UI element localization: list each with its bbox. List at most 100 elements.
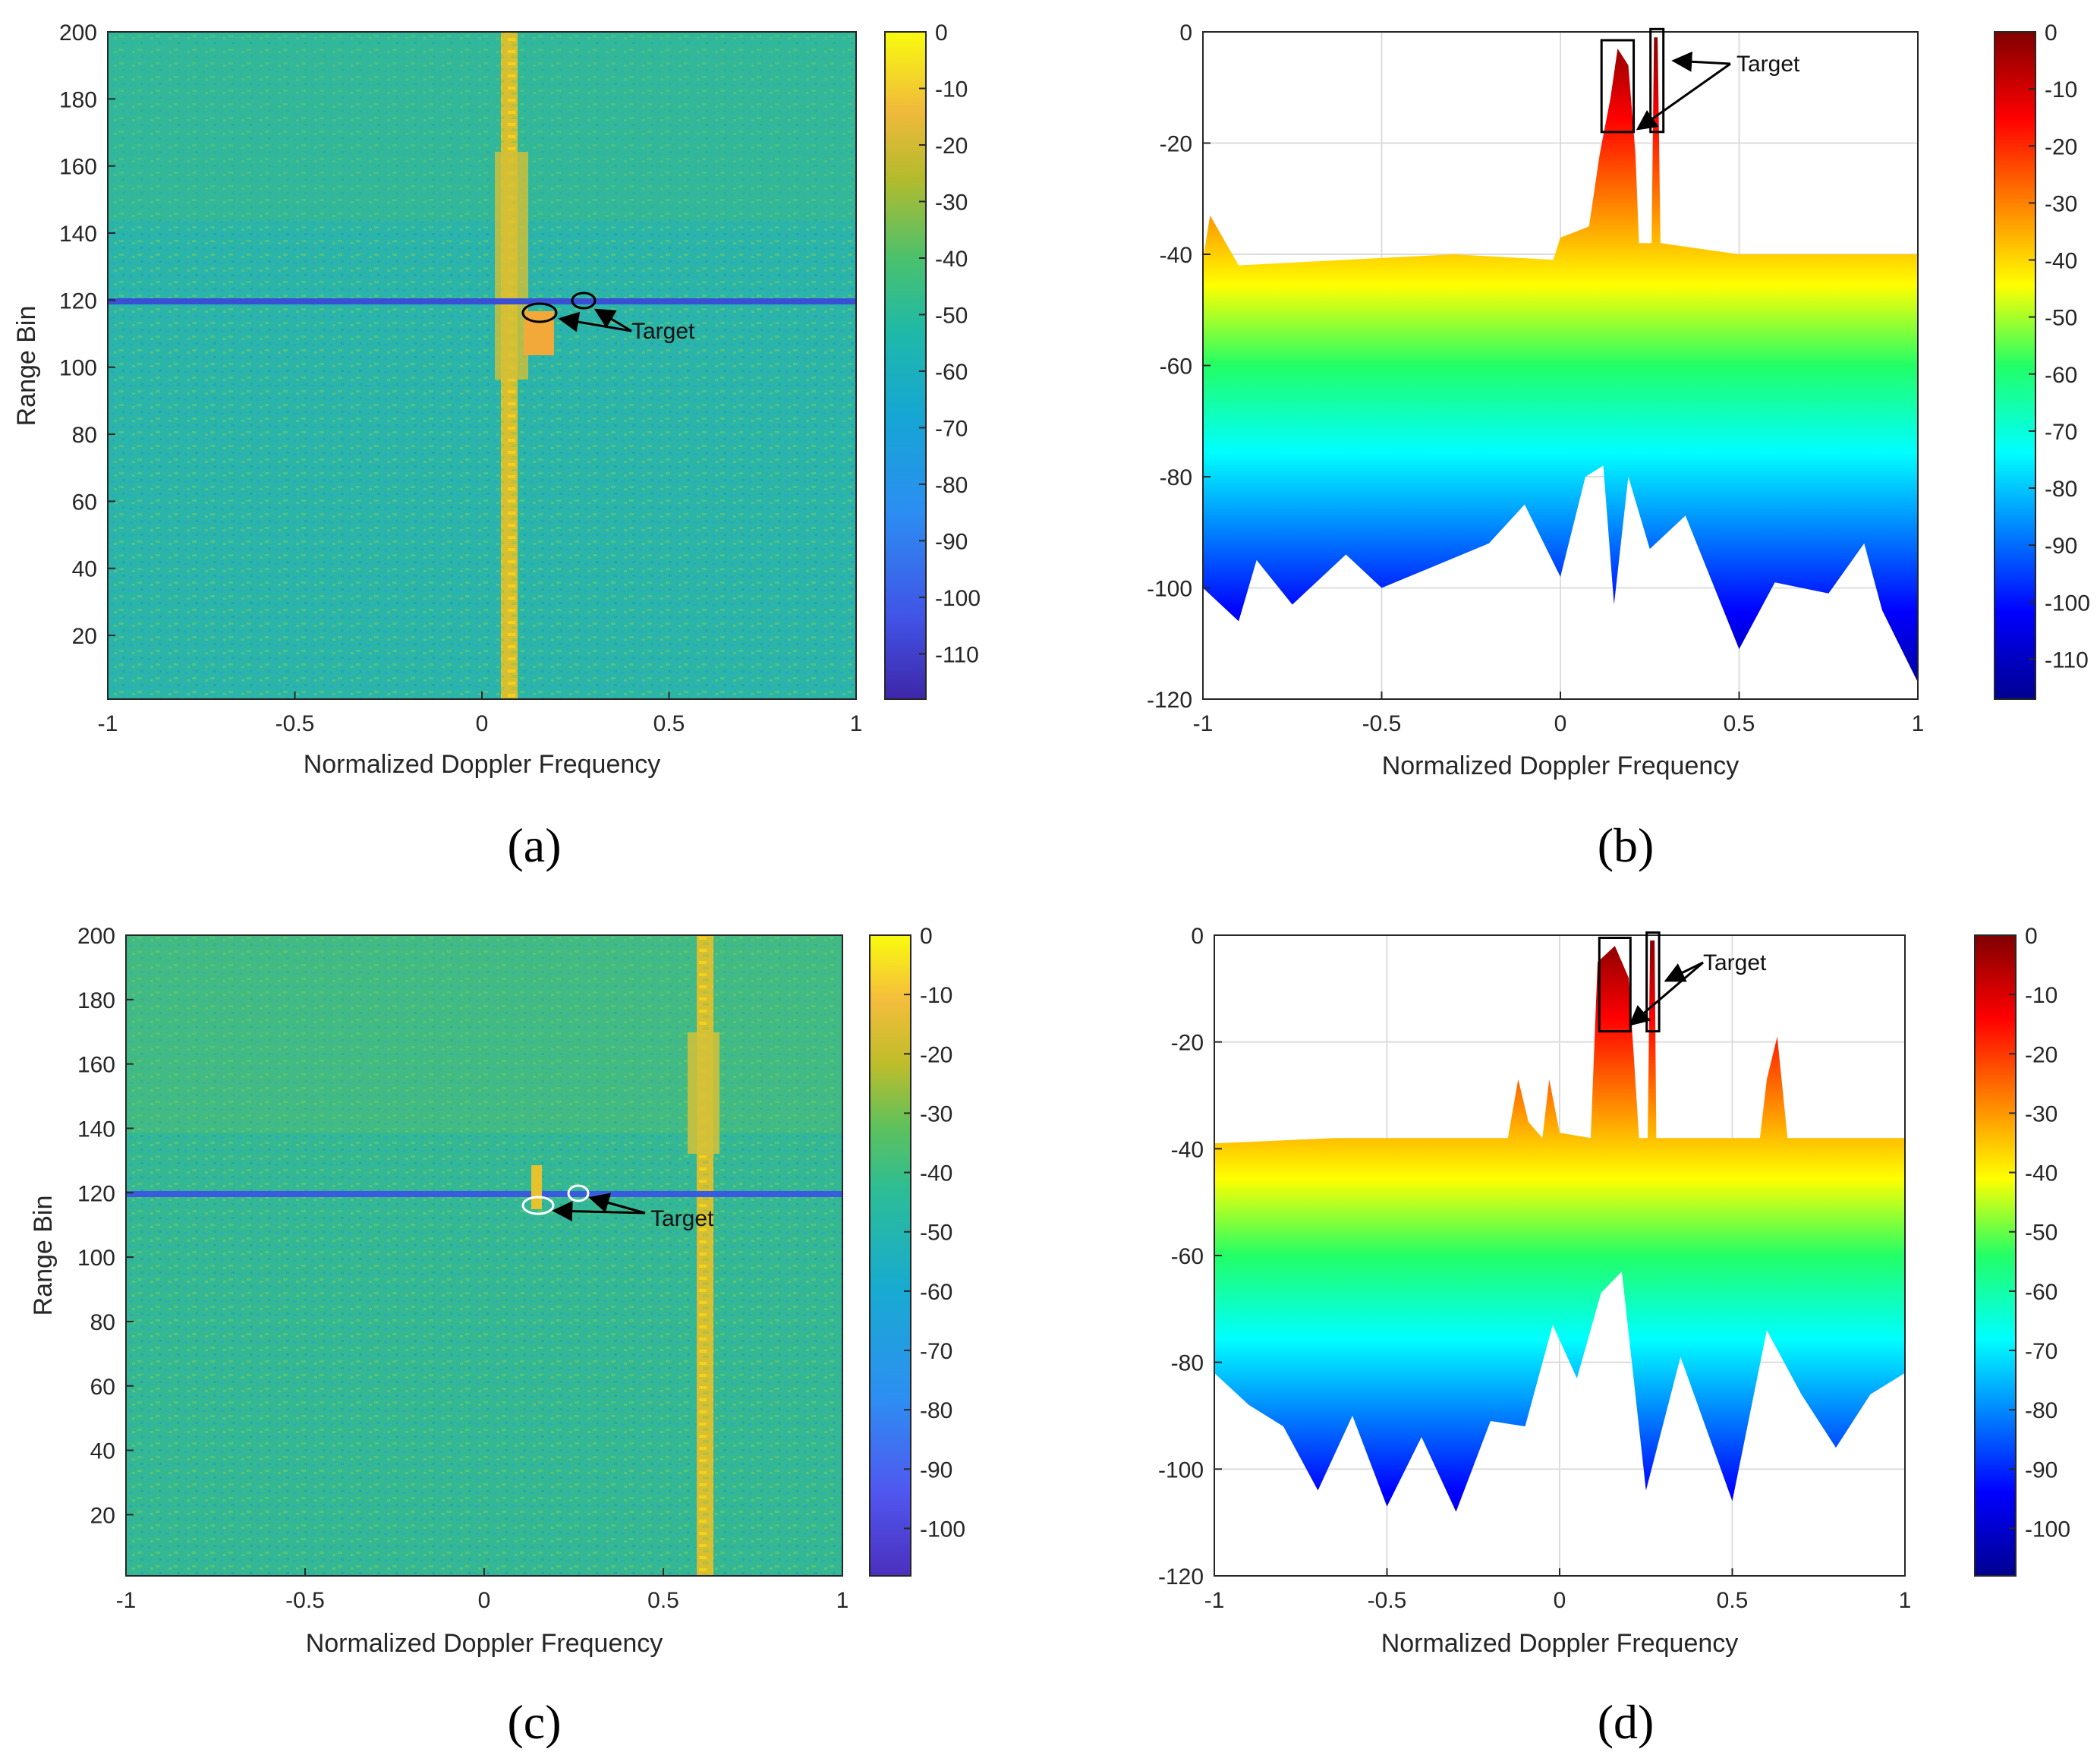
colorbar-tick-label: 0 (2045, 20, 2057, 46)
colorbar-tick-label: -90 (935, 529, 968, 554)
colorbar-tick-label: -20 (920, 1042, 952, 1067)
colorbar-tick-label: 0 (935, 20, 948, 46)
target-blob-c (531, 1165, 542, 1209)
target-arrow-b-2 (1671, 51, 1731, 72)
target-box-d-1 (1598, 937, 1632, 1033)
colorbar-tick-label: -100 (920, 1517, 965, 1542)
spectrum-area-b (1203, 37, 1918, 683)
colorbar-tick-label: -60 (2045, 363, 2077, 388)
colorbar-tick-label: -70 (920, 1339, 952, 1364)
colorbar-tick-label: -50 (2045, 306, 2077, 331)
x-tick-label: -0.5 (285, 1588, 325, 1613)
notch-line-c (126, 1191, 842, 1197)
target-arrow-d-2 (1664, 961, 1704, 982)
colorbar-tick-label: -10 (920, 983, 952, 1008)
caption-a: (a) (507, 818, 561, 872)
y-tick-label: 80 (90, 1310, 115, 1335)
colorbar-tick-label: -50 (2025, 1221, 2057, 1246)
caption-c: (c) (507, 1695, 561, 1749)
target-label-b: Target (1736, 52, 1800, 77)
y-tick-label: 60 (72, 490, 97, 515)
y-tick-label: 180 (77, 988, 115, 1013)
y-tick-label: 40 (72, 557, 97, 582)
colorbar-tick-label: -90 (2045, 534, 2077, 559)
colorbar-tick-label: -60 (935, 360, 968, 385)
y-tick-label: -40 (1160, 243, 1192, 268)
y-ticks-d: 0 -20 -40 -60 -80 -100 -120 (1158, 924, 1222, 1590)
x-ticks-a: -1 -0.5 0 0.5 1 (98, 692, 863, 736)
y-tick-label: 120 (77, 1181, 115, 1206)
y-tick-label: -80 (1160, 465, 1192, 490)
colorbar-tick-label: -30 (2045, 191, 2077, 216)
x-axis-label-b: Normalized Doppler Frequency (1382, 751, 1740, 780)
x-tick-label: 0 (476, 711, 489, 736)
target-marker-a-1 (521, 302, 558, 323)
y-tick-label: 200 (59, 20, 97, 46)
notch-line-a (108, 298, 856, 304)
spectrum-area-d (1214, 941, 1905, 1512)
colorbar-tick-label: -20 (2025, 1042, 2057, 1067)
colorbar-tick-label: -20 (935, 134, 968, 159)
y-tick-label: -20 (1171, 1031, 1204, 1056)
colorbar-tick-label: -50 (920, 1221, 952, 1246)
caption-d: (d) (1598, 1695, 1654, 1749)
panel-a: Target -1 -0.5 0 0.5 1 20 40 60 80 100 120 140 160 1… (12, 20, 981, 872)
colorbar-tick-label: -80 (935, 473, 968, 498)
colorbar-tick-label: -50 (935, 303, 968, 328)
colorbar-c (869, 934, 911, 1577)
target-marker-a-2 (571, 291, 597, 310)
colorbar-tick-label: -110 (935, 642, 979, 667)
y-tick-label: -40 (1171, 1137, 1204, 1162)
colorbar-tick-label: -100 (2025, 1517, 2070, 1542)
y-tick-label: 160 (77, 1053, 115, 1078)
y-tick-label: 120 (59, 288, 97, 314)
colorbar-tick-label: -100 (935, 586, 981, 611)
colorbar-b (1994, 31, 2036, 700)
colorbar-tick-label: -70 (2025, 1339, 2057, 1364)
x-tick-label: 0.5 (653, 711, 685, 736)
y-ticks-c: 20 40 60 80 100 120 140 160 180 200 (77, 924, 134, 1528)
colorbar-tick-label: -110 (2045, 647, 2089, 673)
colorbar-ticks-d: 0 -10 -20 -30 -40 -50 -60 -70 -80 -90 -100 (2009, 924, 2070, 1542)
y-tick-label: -120 (1158, 1564, 1204, 1590)
colorbar-tick-label: -20 (2045, 134, 2077, 159)
colorbar-ticks-a: 0 -10 -20 -30 -40 -50 -60 -70 -80 -90 -100 -110 (919, 20, 981, 667)
colorbar-tick-label: -10 (2025, 983, 2057, 1008)
target-box-b-2 (1649, 27, 1665, 134)
y-tick-label: 40 (90, 1439, 115, 1464)
target-arrow-b-1 (1636, 62, 1731, 131)
x-axis-label-d: Normalized Doppler Frequency (1381, 1629, 1739, 1658)
clutter-ridge-a-wide (495, 152, 528, 380)
colorbar-tick-label: -60 (920, 1280, 952, 1305)
target-arrow-d-1 (1628, 961, 1704, 1026)
x-axis-label-a: Normalized Doppler Frequency (304, 750, 661, 779)
x-tick-label: 1 (850, 711, 863, 736)
y-tick-label: 0 (1179, 20, 1192, 46)
colorbar-tick-label: -80 (2045, 477, 2077, 502)
colorbar-tick-label: -70 (935, 416, 968, 441)
x-tick-label: 1 (836, 1588, 849, 1613)
panel-b: Target -1 -0.5 0 0.5 1 0-20-40-60-80-100-120… (1147, 20, 2090, 872)
target-label-a: Target (631, 319, 695, 344)
x-tick-label: 0 (1554, 1588, 1566, 1613)
x-tick-label: 0 (478, 1588, 491, 1613)
y-axis-label-a: Range Bin (12, 306, 41, 427)
colorbar-tick-label: 0 (2025, 924, 2038, 949)
target-blob-a (524, 311, 554, 355)
target-arrow-c-2 (588, 1193, 646, 1215)
colorbar-ticks-b: 0 -10 -20 -30 -40 -50 -60 -70 -80 -90 -100 -110 (2029, 20, 2090, 673)
colorbar-tick-label: -90 (2025, 1457, 2057, 1482)
y-tick-label: 100 (77, 1246, 115, 1271)
y-tick-label: 100 (59, 356, 97, 381)
colorbar-tick-label: -40 (2045, 249, 2077, 274)
x-tick-label: 1 (1899, 1588, 1912, 1613)
colorbar-tick-label: -80 (920, 1398, 952, 1423)
y-ticks-b: 0 -20 -40 -60 -80 -100 -120 (1147, 20, 1211, 713)
x-tick-label: -0.5 (1368, 1588, 1407, 1613)
colorbar-tick-label: -70 (2045, 420, 2077, 445)
colorbar-ticks-c: 0 -10 -20 -30 -40 -50 -60 -70 -80 -90 -100 (904, 924, 965, 1542)
target-box-b-1 (1600, 39, 1636, 134)
y-tick-label: 20 (90, 1503, 115, 1528)
y-tick-label: 0 (1191, 924, 1204, 949)
